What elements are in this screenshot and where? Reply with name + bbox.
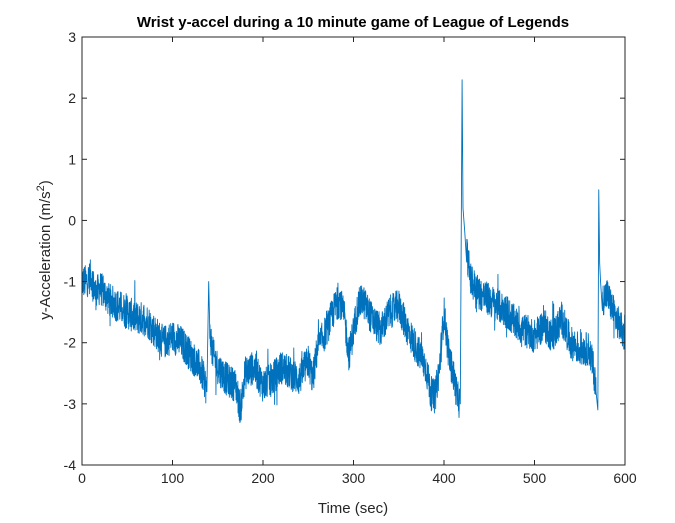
x-tick-label: 300 xyxy=(342,470,366,486)
y-axis-label-tail: ) xyxy=(37,180,54,185)
y-axis-label-main: y-Acceleration (m/s xyxy=(37,191,54,319)
x-tick-label: 500 xyxy=(523,470,547,486)
plot-area: 0 100 200 300 400 500 600 -4 -3 -2 -1 0 1 2 3 xyxy=(64,29,637,486)
data-series-line xyxy=(81,79,626,423)
x-tick-label: 100 xyxy=(161,470,185,486)
chart-title: Wrist y-accel during a 10 minute game of… xyxy=(137,14,569,31)
y-tick-label: 2 xyxy=(68,90,76,106)
y-tick-label: -2 xyxy=(64,335,77,351)
y-tick-label: -1 xyxy=(64,274,77,290)
x-tick-label: 600 xyxy=(613,470,637,486)
x-tick-label: 0 xyxy=(78,470,86,486)
y-tick-label: -4 xyxy=(64,457,77,473)
y-axis-label-superscript: 2 xyxy=(35,185,47,191)
y-tick-label: 0 xyxy=(68,212,76,228)
y-tick-label: -3 xyxy=(64,396,77,412)
x-axis-label: Time (sec) xyxy=(318,500,388,517)
x-tick-label: 200 xyxy=(251,470,275,486)
y-tick-label: 3 xyxy=(68,29,76,45)
x-tick-label: 400 xyxy=(432,470,456,486)
y-tick-label: 1 xyxy=(68,151,76,167)
y-axis-label: y-Acceleration (m/s2) xyxy=(35,180,54,320)
